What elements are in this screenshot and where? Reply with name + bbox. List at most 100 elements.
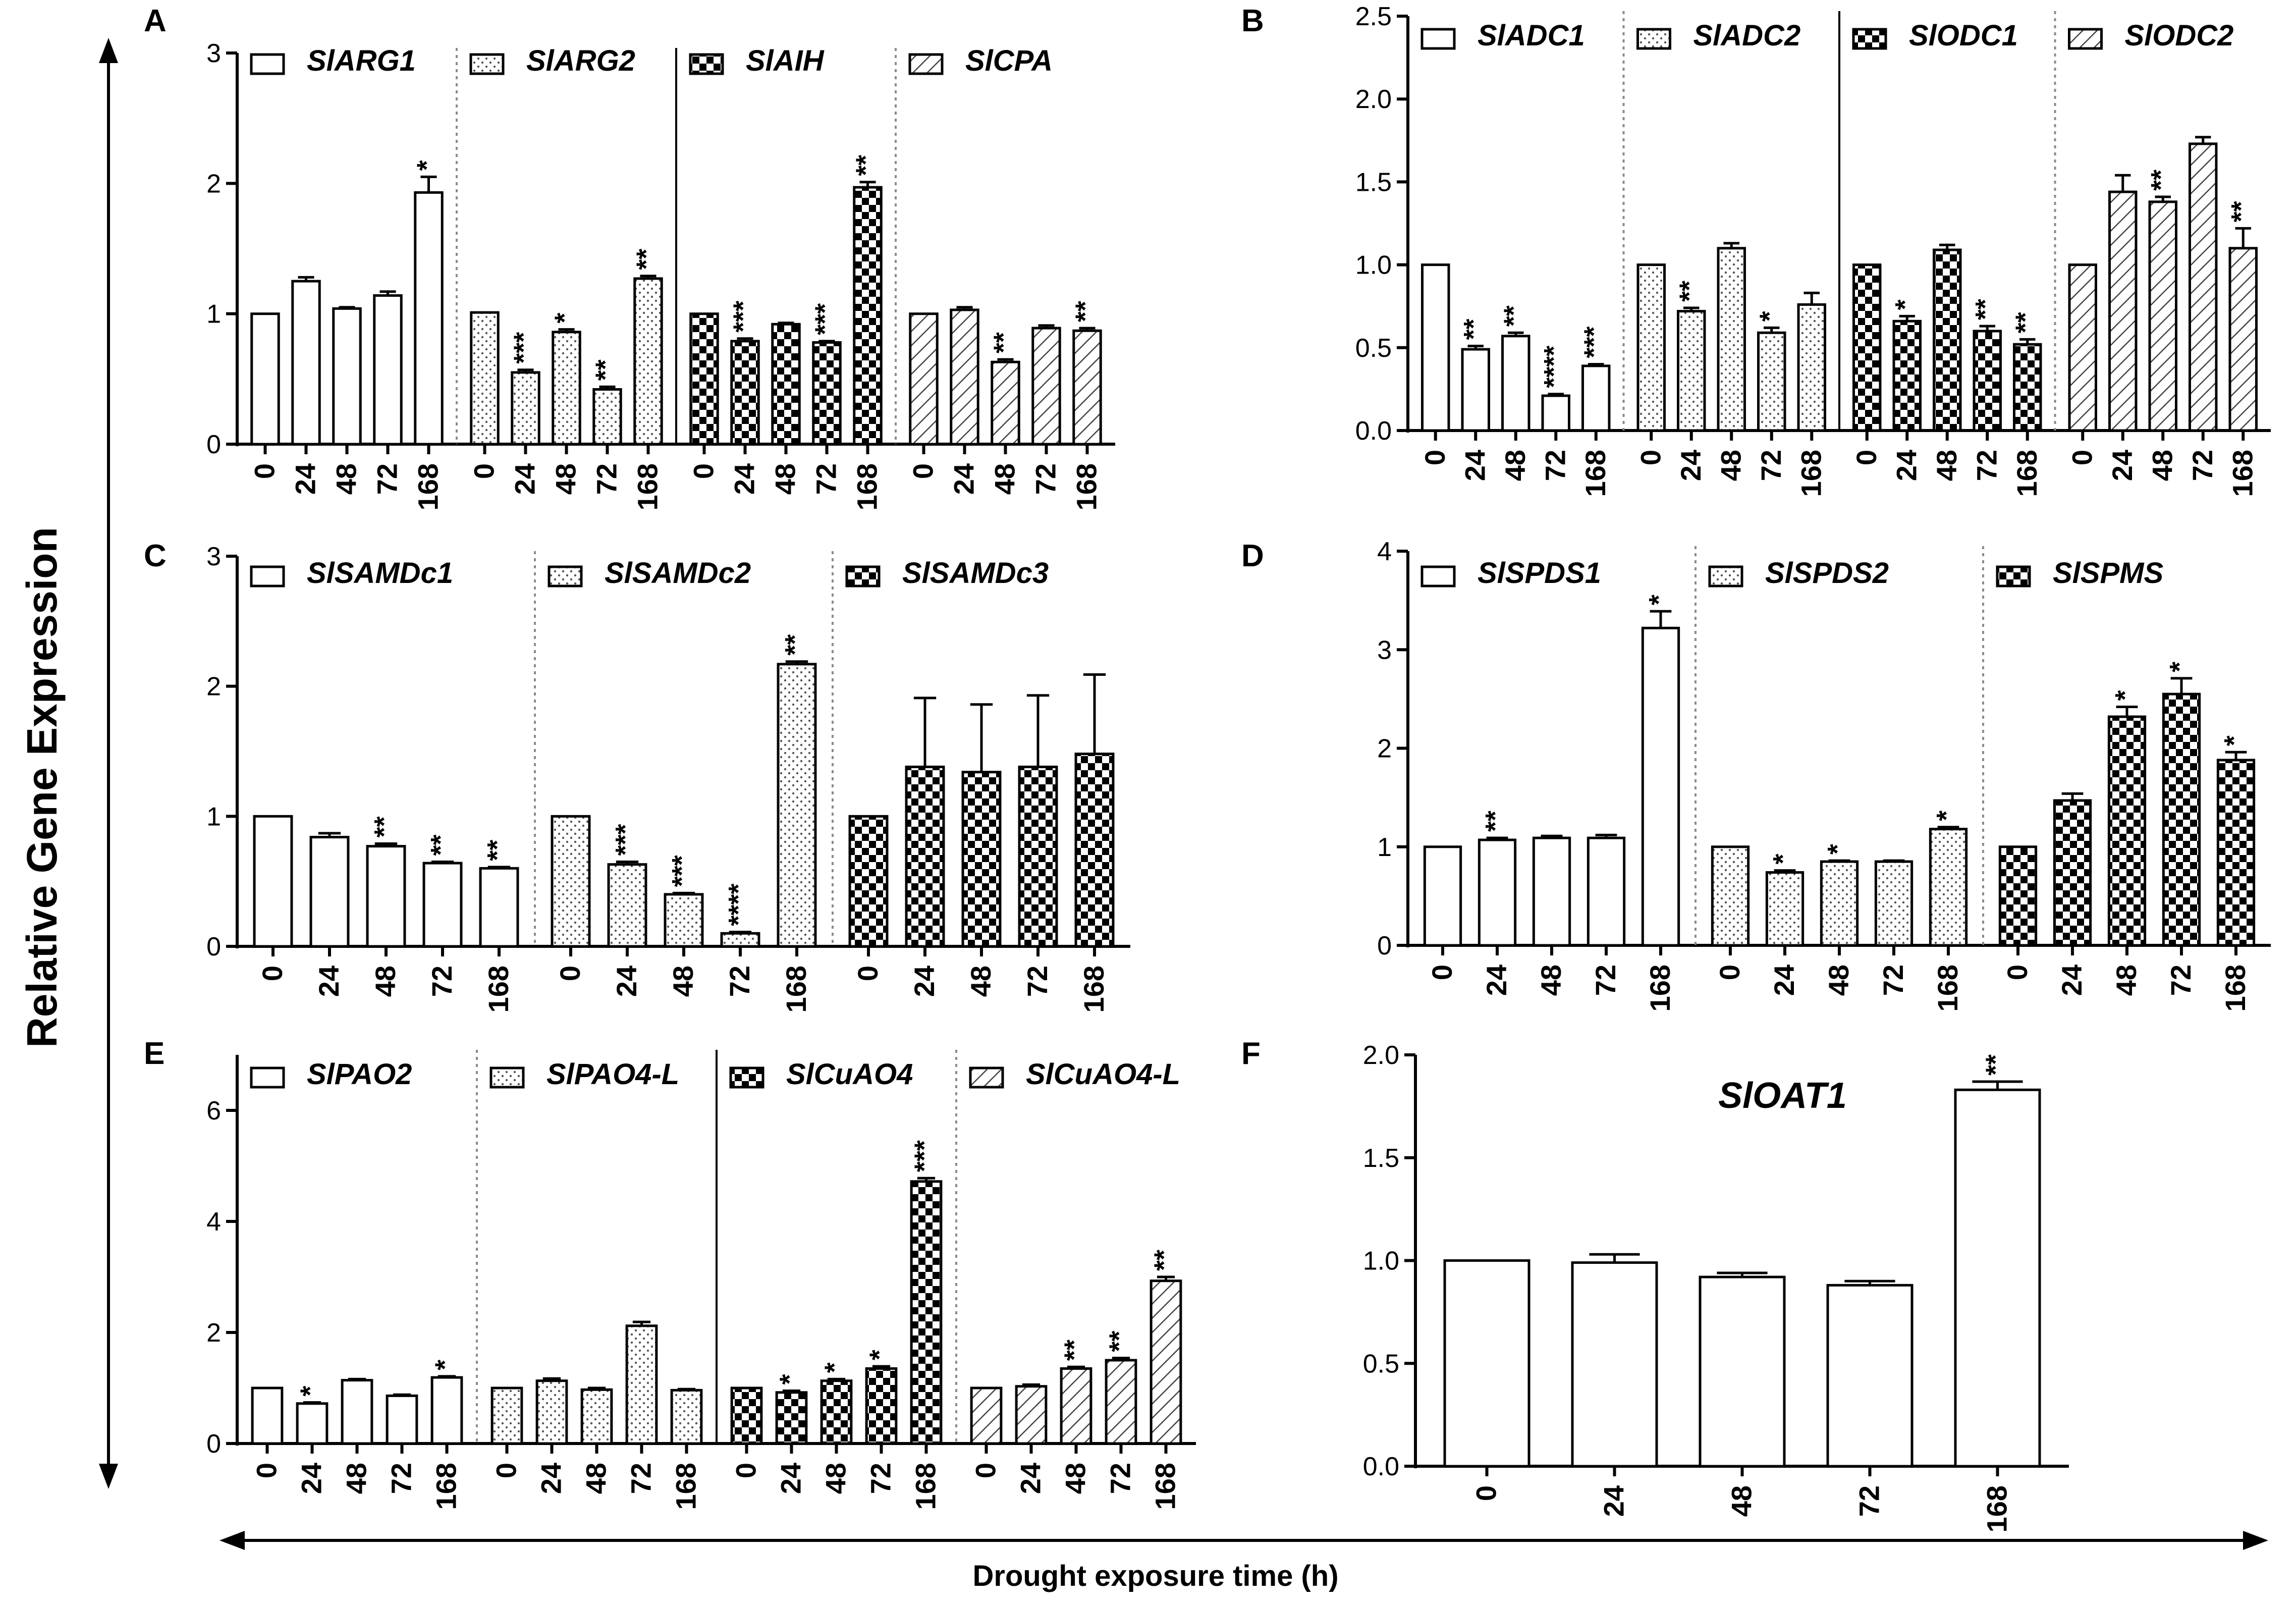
panel-B: B0.00.51.01.52.02.5SlADC10**24**48****72…: [1241, 2, 2271, 497]
bar: [1018, 765, 1058, 948]
x-tick-label: 0: [490, 1463, 522, 1478]
y-tick-label: 3: [1377, 635, 1392, 665]
x-tick-label: 0: [1634, 450, 1666, 465]
significance-marker: ****: [723, 884, 753, 926]
bar: [309, 836, 350, 948]
significance-marker: **: [369, 816, 399, 837]
panel-F: F 0.0 0.5 1.0 1.5 2.0 0 24 48 72 ** 168 SlOAT1: [1241, 1036, 2069, 1532]
x-tick-label: 168: [2011, 450, 2043, 497]
bar: [332, 307, 362, 446]
global-x-label: Drought exposure time (h): [972, 1560, 1338, 1592]
bar: [865, 1367, 898, 1445]
bar: [1587, 836, 1626, 947]
significance-marker: ***: [1579, 327, 1609, 358]
x-tick-label: 168: [2219, 965, 2251, 1011]
bar: [1699, 1275, 1786, 1468]
x-tick-label: 72: [625, 1463, 657, 1494]
x-tick-label: 168: [1795, 450, 1827, 497]
y-tick-label: 0: [206, 430, 221, 459]
series-SlPAO2: SlPAO2 0 * 24 48 72 * 168: [250, 1058, 463, 1510]
bar: [479, 867, 519, 948]
x-tick-label: 48: [1535, 965, 1567, 996]
bar: [1797, 303, 1826, 432]
series-SlADC2: SlADC2 0 ** 24 48 * 72 168: [1634, 19, 1827, 497]
bar: [1478, 838, 1517, 947]
significance-marker: **: [1499, 305, 1529, 327]
bar: [961, 771, 1002, 948]
x-tick-label: 0: [468, 463, 500, 479]
x-tick-label: 24: [2056, 965, 2088, 996]
significance-marker: **: [2146, 170, 2176, 191]
significance-marker: **: [1070, 301, 1101, 322]
x-tick-label: 0: [970, 1463, 1002, 1478]
significance-marker: *: [775, 1374, 805, 1384]
x-tick-label: 24: [509, 463, 541, 495]
bar: [950, 308, 979, 446]
bar: [414, 191, 444, 446]
bar: [1641, 626, 1680, 947]
significance-marker: **: [1981, 1054, 2011, 1076]
bar: [511, 371, 540, 446]
bar: [1581, 364, 1611, 432]
x-tick-label: 0: [251, 1463, 283, 1478]
bar: [1571, 1261, 1658, 1468]
bar: [2162, 692, 2201, 947]
x-tick-label: 0: [1419, 450, 1451, 465]
bar: [1973, 330, 2002, 432]
x-tick-label: 0: [2066, 450, 2098, 465]
legend-label: SlSAMDc2: [605, 557, 751, 590]
bar: [1677, 310, 1706, 432]
x-tick-label: 24: [948, 463, 980, 495]
bar: [1541, 394, 1570, 432]
series-SlPAO4-L: SlPAO4-L 0 24 48 72 168: [489, 1058, 703, 1510]
legend-swatch: [689, 53, 724, 75]
bar: [720, 932, 760, 948]
panel-label: A: [144, 4, 167, 38]
bar: [2189, 142, 2218, 432]
x-tick-label: 0: [2001, 965, 2033, 980]
bar: [1711, 845, 1750, 947]
series-SlARG2: SlARG2 0 *** 24 * 48 ** 72 ** 168: [468, 44, 664, 510]
significance-marker: *: [295, 1386, 325, 1397]
legend-swatch: [845, 565, 881, 587]
legend-label: SlSPDS2: [1765, 557, 1889, 590]
panel-A: A 0 1 2 3 SlARG1 0 24 48 72 * 168 SlARG2 0 *** 24 * 48 ** 7…: [144, 4, 1115, 510]
series-SlCuAO4: SlCuAO4 0 * 24 * 48 * 72 *** 168: [729, 1058, 943, 1510]
bar: [2228, 247, 2258, 432]
x-tick-label: 48: [331, 463, 362, 495]
x-tick-label: 72: [2165, 965, 2197, 996]
legend-swatch: [1996, 565, 2031, 587]
significance-marker: *: [1768, 854, 1798, 865]
x-tick-label: 72: [386, 1463, 417, 1494]
x-tick-label: 0: [554, 966, 586, 981]
bar: [551, 815, 591, 948]
global-x-arrow: [220, 1531, 2268, 1550]
bar: [848, 815, 889, 948]
x-tick-label: 24: [296, 1463, 327, 1494]
y-tick-label: 2: [1377, 734, 1392, 764]
significance-marker: ****: [1539, 346, 1569, 388]
series-SlSPDS1: SlSPDS1 0 ** 24 48 72 * 168: [1420, 557, 1680, 1011]
x-tick-label: 24: [2106, 450, 2138, 481]
significance-marker: **: [851, 155, 881, 176]
significance-marker: *: [1755, 311, 1785, 322]
y-tick-label: 3: [206, 542, 221, 571]
x-tick-label: 24: [1459, 450, 1491, 481]
legend-swatch: [1852, 28, 1887, 50]
x-tick-label: 48: [820, 1463, 852, 1494]
significance-marker: ***: [909, 1140, 940, 1172]
series-SlSAMDc3: SlSAMDc3 0 24 48 72 168: [845, 557, 1115, 1012]
y-tick-label: 0.5: [1355, 334, 1392, 363]
x-tick-label: 24: [908, 966, 940, 997]
significance-marker: *: [430, 1360, 460, 1370]
legend-swatch: [1708, 565, 1743, 587]
bar: [1892, 319, 1922, 432]
bar: [1717, 247, 1746, 432]
x-tick-label: 24: [611, 966, 642, 997]
x-tick-label: 0: [1714, 965, 1745, 980]
x-tick-label: 24: [1675, 450, 1707, 481]
y-tick-label: 4: [1377, 537, 1392, 566]
bar: [1852, 263, 1882, 432]
